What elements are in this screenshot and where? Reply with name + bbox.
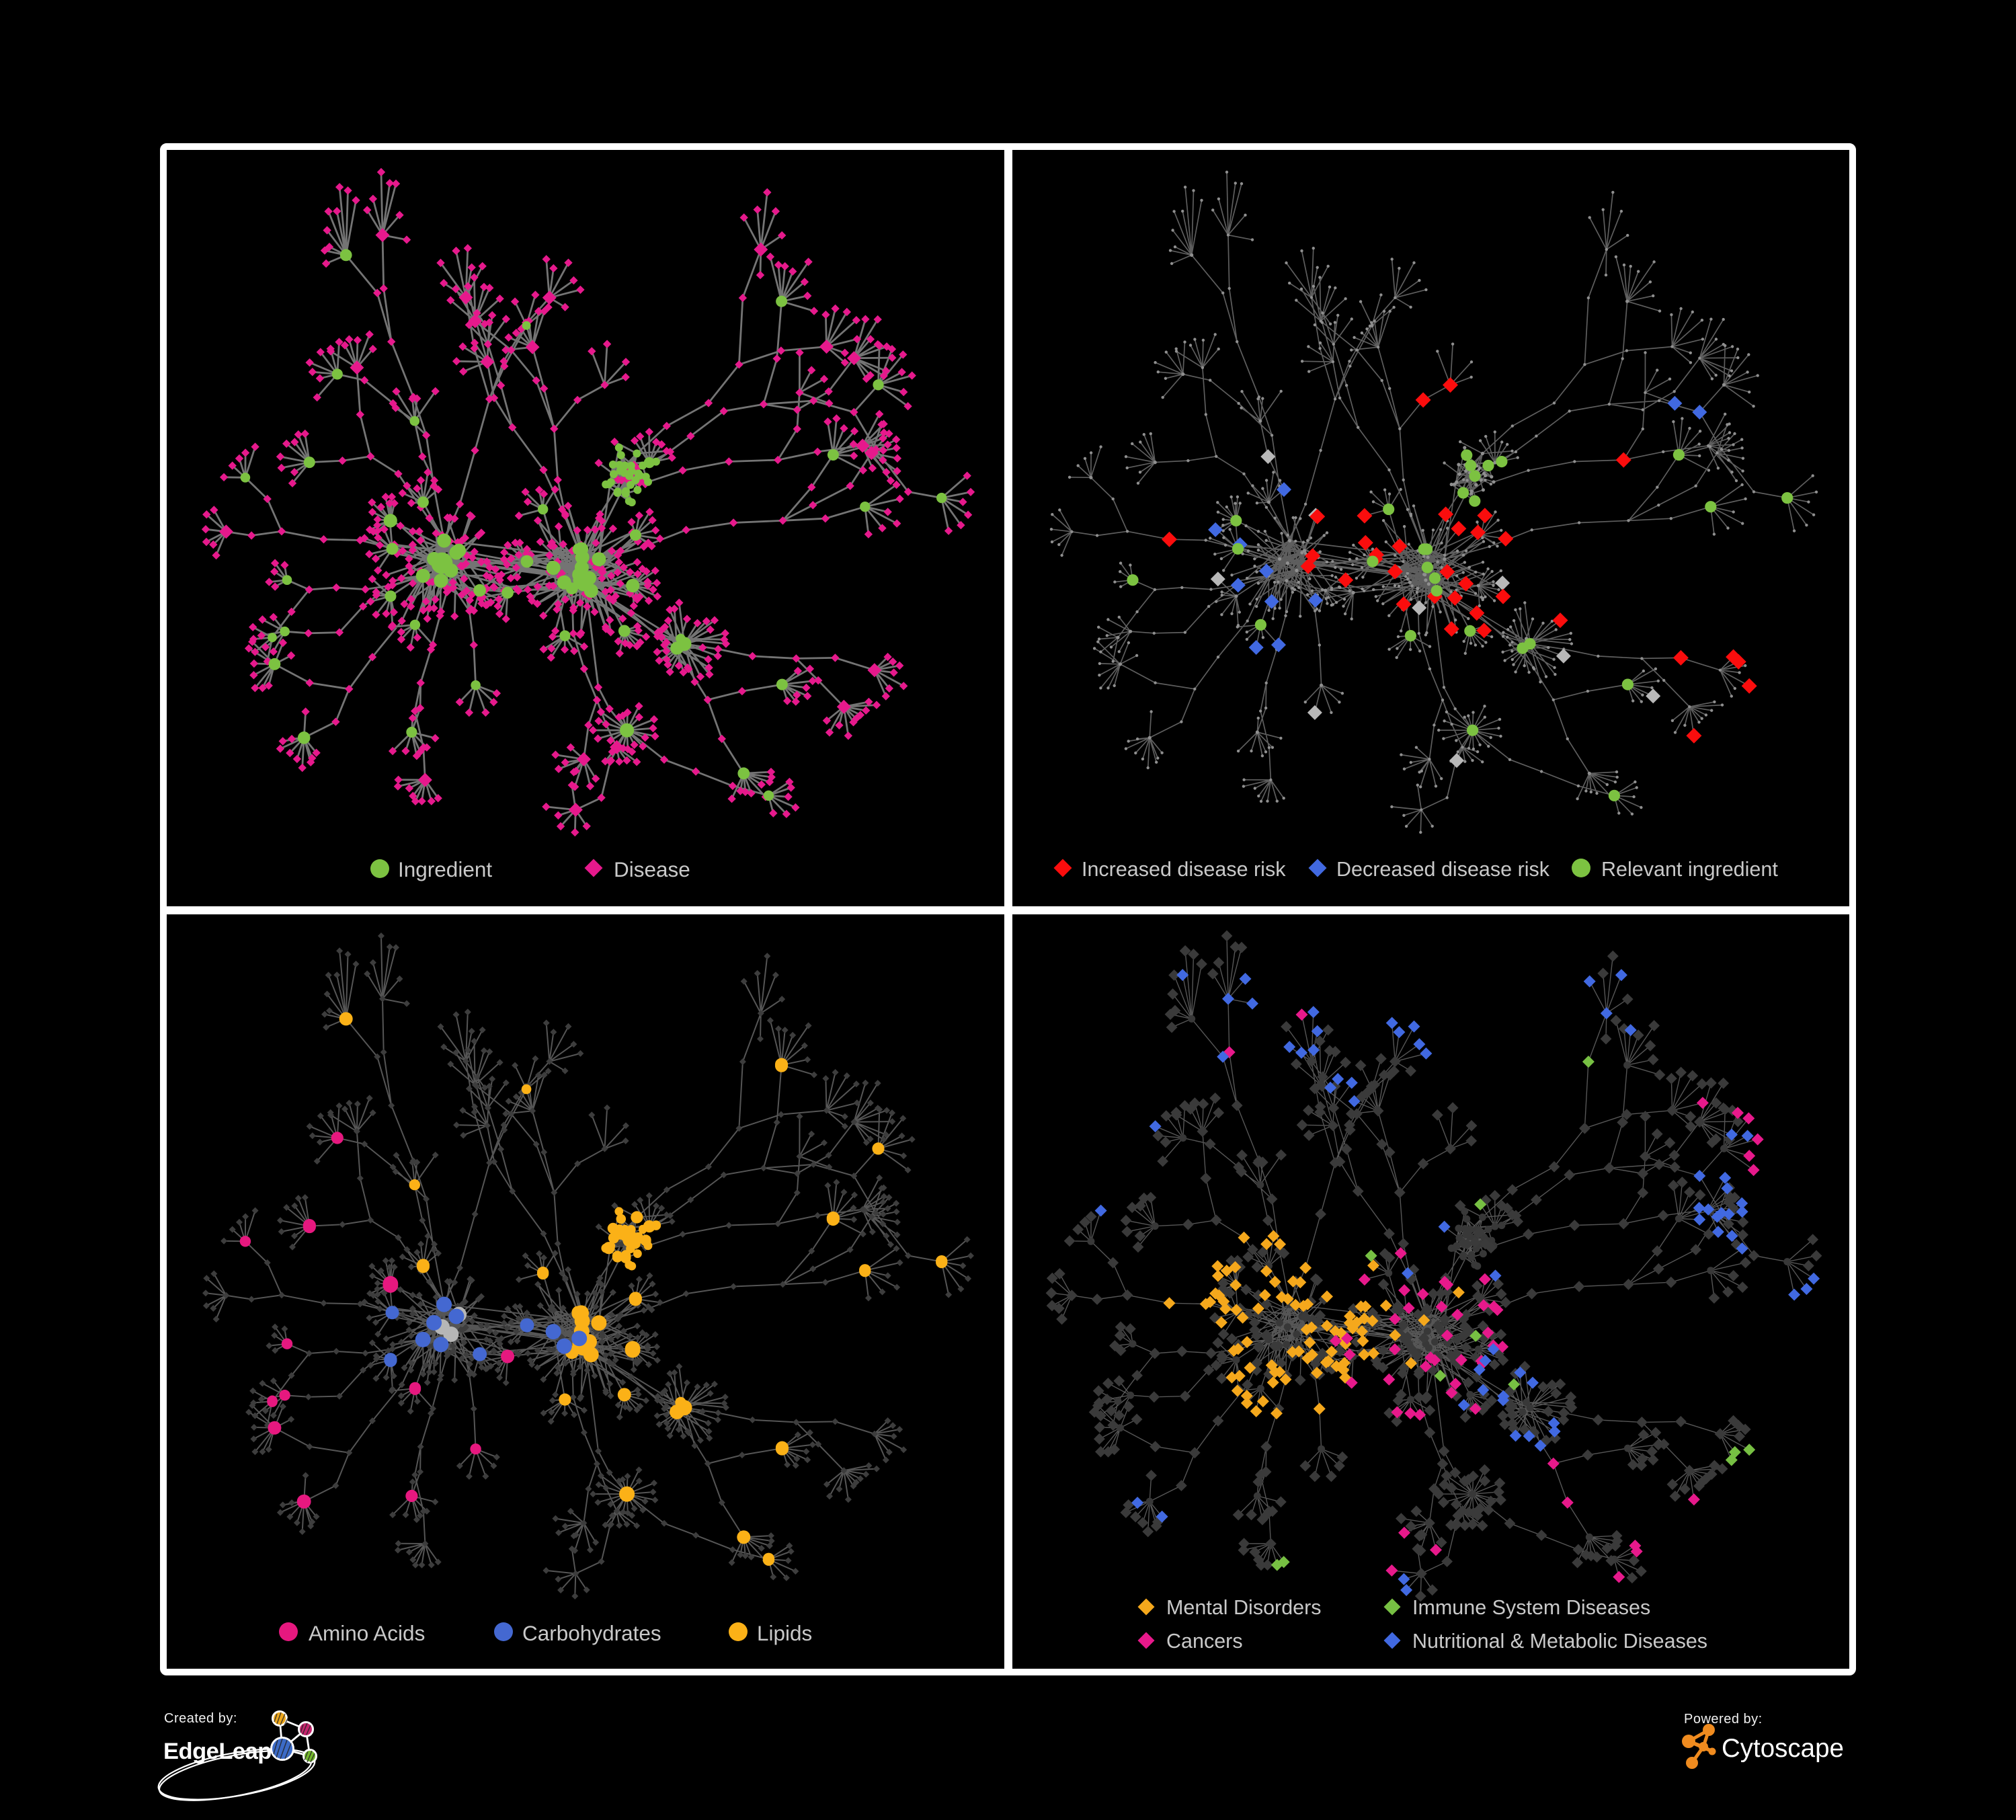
- svg-text:Nutritional & Metabolic Diseas: Nutritional & Metabolic Diseases: [1412, 1630, 1707, 1653]
- svg-text:Decreased disease risk: Decreased disease risk: [1336, 858, 1550, 881]
- svg-text:Cytoscape: Cytoscape: [1722, 1734, 1844, 1763]
- svg-text:Ingredient: Ingredient: [398, 857, 492, 881]
- svg-text:Immune System Diseases: Immune System Diseases: [1412, 1596, 1650, 1619]
- svg-text:Mental Disorders: Mental Disorders: [1166, 1596, 1322, 1619]
- svg-text:Cancers: Cancers: [1166, 1630, 1243, 1653]
- svg-text:EdgeLeap: EdgeLeap: [163, 1739, 272, 1764]
- svg-text:Disease: Disease: [614, 857, 690, 881]
- svg-text:Increased disease risk: Increased disease risk: [1082, 858, 1286, 881]
- svg-text:Relevant ingredient: Relevant ingredient: [1601, 858, 1778, 881]
- svg-text:Carbohydrates: Carbohydrates: [522, 1621, 661, 1645]
- svg-text:Lipids: Lipids: [757, 1621, 812, 1645]
- svg-text:Amino Acids: Amino Acids: [309, 1621, 425, 1645]
